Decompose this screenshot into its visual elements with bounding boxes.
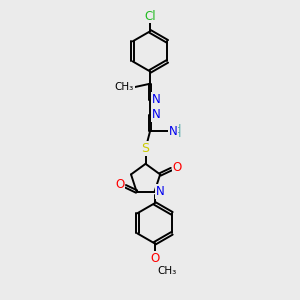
Text: O: O [115, 178, 124, 191]
Text: H: H [173, 129, 182, 140]
Text: O: O [150, 252, 159, 265]
Text: N: N [169, 125, 177, 138]
Text: N: N [155, 185, 164, 198]
Text: N: N [152, 93, 160, 106]
Text: Cl: Cl [145, 10, 156, 22]
Text: H: H [173, 124, 182, 134]
Text: CH₃: CH₃ [115, 82, 134, 92]
Text: S: S [142, 142, 150, 155]
Text: CH₃: CH₃ [157, 266, 177, 276]
Text: O: O [172, 161, 182, 174]
Text: N: N [152, 108, 160, 121]
